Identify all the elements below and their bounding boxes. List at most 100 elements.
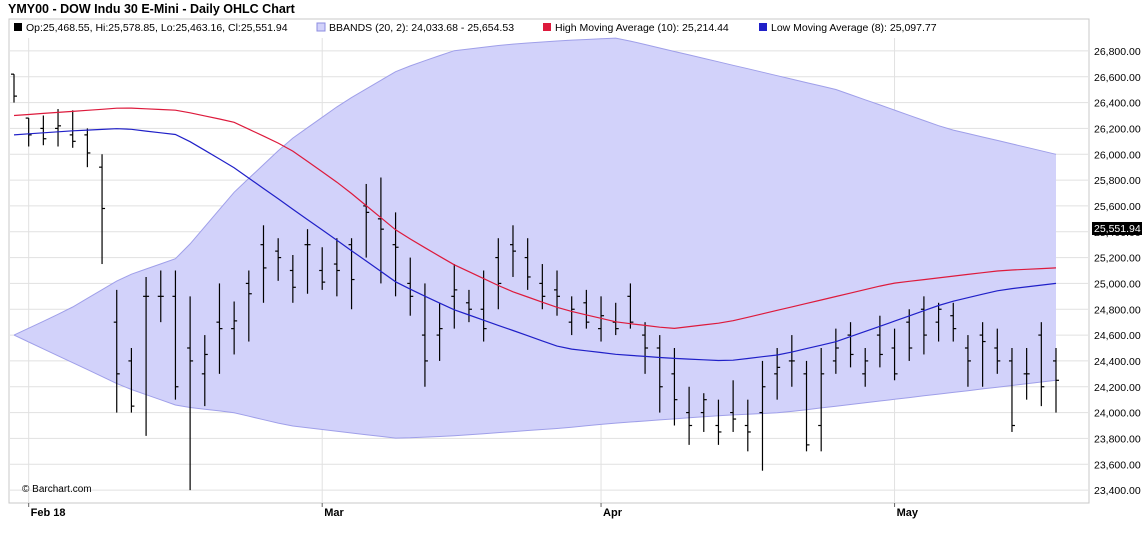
legend-bbands-text: BBANDS (20, 2): 24,033.68 - 25,654.53 [329, 22, 514, 34]
ohlc-bar [495, 238, 502, 310]
legend-high-ma-swatch [543, 23, 551, 31]
ohlc-bar [891, 328, 898, 381]
x-tick-label: Mar [324, 507, 344, 519]
ohlc-bar [99, 154, 106, 265]
ohlc-bar [304, 229, 311, 294]
ohlc-bar [832, 328, 839, 374]
ohlc-bar [730, 380, 737, 432]
ohlc-bar [451, 264, 458, 329]
band-upper-line [13, 37, 1057, 336]
ohlc-bar [568, 296, 575, 336]
y-tick-label: 23,600.00 [1094, 459, 1141, 471]
legend-high-ma-text: High Moving Average (10): 25,214.44 [555, 22, 729, 34]
y-tick-label: 24,600.00 [1094, 330, 1141, 342]
ohlc-bar [1038, 322, 1045, 407]
ohlc-bar [994, 328, 1001, 374]
last-price-marker: 25,551.94 [1092, 222, 1142, 235]
ohlc-bar [172, 270, 179, 400]
ohlc-bar [333, 238, 340, 297]
ohlc-bar [759, 360, 766, 471]
ohlc-bar [876, 315, 883, 368]
ohlc-bar [245, 270, 252, 342]
ohlc-bar [128, 348, 135, 413]
ohlc-bar [231, 301, 238, 355]
ohlc-bar [671, 348, 678, 426]
y-tick-label: 25,800.00 [1094, 175, 1141, 187]
ohlc-bar [84, 128, 91, 168]
ohlc-bar [187, 296, 194, 491]
ohlc-bar [583, 289, 590, 329]
y-tick-label: 24,800.00 [1094, 304, 1141, 316]
y-tick-label: 24,200.00 [1094, 382, 1141, 394]
ohlc-bar [201, 335, 208, 407]
ohlc-bar [964, 335, 971, 387]
x-tick-label: Feb 18 [31, 507, 66, 519]
ohlc-bar [935, 302, 942, 342]
last-price-box [1092, 222, 1142, 235]
ohlc-bar [143, 276, 150, 436]
ohlc-bar [55, 109, 62, 147]
ohlc-bar [627, 283, 634, 329]
ohlc-bar [862, 348, 869, 387]
ohlc-bar [700, 393, 707, 432]
y-tick-label: 26,000.00 [1094, 149, 1141, 161]
y-tick-label: 24,400.00 [1094, 356, 1141, 368]
ohlc-bar [818, 348, 825, 452]
last-price-label: 25,551.94 [1094, 223, 1141, 235]
ohlc-bar [686, 386, 693, 445]
ohlc-bar [598, 296, 605, 342]
ohlc-bar [979, 322, 986, 387]
ohlc-bar [436, 302, 443, 361]
ohlc-bar [715, 399, 722, 445]
legend-ohlc-text: Op:25,468.55, Hi:25,578.85, Lo:25,463.16… [26, 22, 288, 34]
ohlc-bar [554, 270, 561, 316]
ohlc-bar [920, 296, 927, 355]
y-tick-label: 23,800.00 [1094, 433, 1141, 445]
y-tick-label: 24,000.00 [1094, 408, 1141, 420]
y-axis: 23,400.00 23,600.00 23,800.00 24,000.00 24,2… [1094, 46, 1141, 497]
y-tick-label: 26,800.00 [1094, 46, 1141, 58]
ohlc-bar [524, 238, 531, 290]
ohlc-bar [744, 399, 751, 452]
ohlc-bar [788, 335, 795, 387]
band-fill [14, 38, 1056, 439]
y-tick-label: 25,200.00 [1094, 253, 1141, 265]
ohlc-bar [1008, 348, 1015, 432]
ohlc-bar [480, 270, 487, 342]
y-tick-label: 26,200.00 [1094, 123, 1141, 135]
ohlc-bar [803, 360, 810, 452]
ohlc-bar [216, 283, 223, 374]
ohlc-bar [407, 257, 414, 316]
y-tick-label: 23,400.00 [1094, 485, 1141, 497]
ohlc-bar [1023, 348, 1030, 400]
legend-bbands-swatch [316, 22, 326, 32]
chart-title: YMY00 - DOW Indu 30 E-Mini - Daily OHLC … [8, 2, 296, 16]
ohlc-bar [774, 348, 781, 400]
ohlc-bar [421, 283, 428, 387]
ohlc-bar [465, 289, 472, 323]
ohlc-bar [11, 73, 17, 103]
ohlc-bar [113, 289, 120, 413]
ohlc-bar [157, 270, 164, 323]
y-tick-label: 26,600.00 [1094, 72, 1141, 84]
legend-low-ma-swatch [759, 23, 767, 31]
bollinger-band [13, 37, 1057, 439]
x-tick-label: May [897, 507, 919, 519]
y-tick-label: 25,600.00 [1094, 201, 1141, 213]
ohlc-bar [289, 255, 296, 303]
ohlc-bar [847, 322, 854, 368]
ohlc-bar [319, 247, 326, 290]
band-lower-line [13, 334, 1057, 439]
legend-ohlc-swatch [14, 23, 22, 31]
ohlc-bar [25, 117, 32, 147]
legend-low-ma-text: Low Moving Average (8): 25,097.77 [771, 22, 937, 34]
moving-averages [13, 107, 1057, 362]
ohlc-bar [642, 322, 649, 374]
ohlc-bar [906, 309, 913, 361]
ohlc-bar [377, 177, 384, 284]
ohlc-bar [40, 115, 47, 146]
low-ma-line [13, 128, 1057, 362]
ohlc-bar [260, 225, 267, 303]
